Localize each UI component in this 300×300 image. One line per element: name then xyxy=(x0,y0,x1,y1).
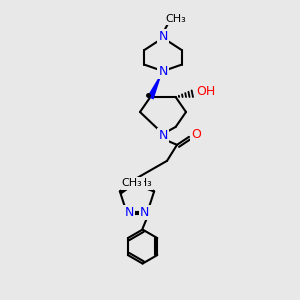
Text: N: N xyxy=(158,64,168,78)
Polygon shape xyxy=(147,70,163,100)
Text: CH₃: CH₃ xyxy=(122,178,142,188)
Text: N: N xyxy=(125,206,134,219)
Text: CH₃: CH₃ xyxy=(166,14,186,24)
Text: N: N xyxy=(158,30,168,44)
Text: N: N xyxy=(140,206,149,219)
Text: CH₃: CH₃ xyxy=(131,178,152,188)
Text: OH: OH xyxy=(196,85,215,98)
Text: N: N xyxy=(158,129,168,142)
Text: O: O xyxy=(191,128,201,141)
